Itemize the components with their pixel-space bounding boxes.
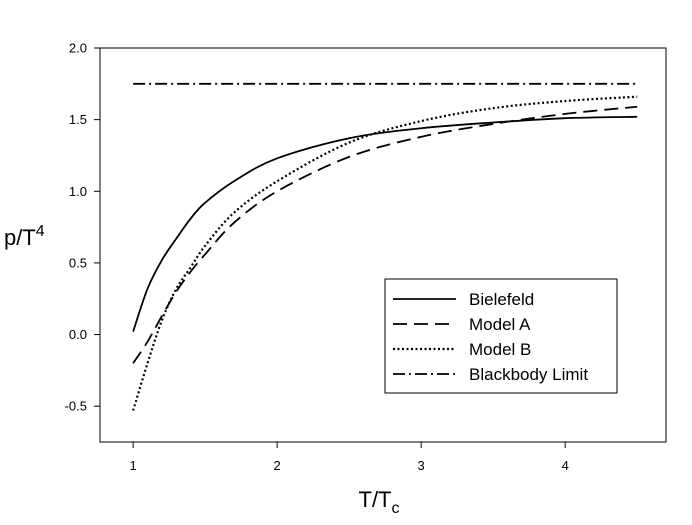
- y-tick-label: -0.5: [65, 399, 87, 414]
- x-axis-label: T/Tc: [359, 487, 400, 517]
- x-tick-label: 1: [130, 458, 137, 473]
- legend: Bielefeld Model A Model B Blackbody Limit: [384, 278, 618, 394]
- legend-label: Bielefeld: [469, 290, 534, 309]
- series-layer: [132, 82, 638, 411]
- y-axis-label-superscript: 4: [36, 223, 45, 240]
- legend-label: Blackbody Limit: [469, 365, 588, 384]
- y-axis-label: p/T4: [4, 223, 45, 250]
- x-tick-label: 3: [418, 458, 425, 473]
- y-axis-ticks: -0.5 0.0 0.5 1.0 1.5 2.0: [65, 41, 100, 414]
- y-axis-label-main: p/T: [4, 225, 36, 250]
- legend-label: Model A: [469, 315, 531, 334]
- y-tick-label: 1.0: [69, 184, 87, 199]
- series-line-model-a: [132, 105, 638, 364]
- series-line-bielefeld: [132, 115, 638, 332]
- x-axis-label-main: T/T: [359, 487, 392, 512]
- series-line-model-b: [132, 95, 638, 411]
- plot-frame: [99, 47, 667, 443]
- x-tick-label: 4: [562, 458, 569, 473]
- y-tick-label: 0.5: [69, 255, 87, 270]
- legend-label: Model B: [469, 340, 531, 359]
- y-tick-label: 2.0: [69, 41, 87, 56]
- y-tick-label: 1.5: [69, 112, 87, 127]
- y-tick-label: 0.0: [69, 327, 87, 342]
- x-axis-label-subscript: c: [392, 500, 400, 517]
- x-axis-ticks: 1 2 3 4: [130, 442, 569, 473]
- x-tick-label: 2: [274, 458, 281, 473]
